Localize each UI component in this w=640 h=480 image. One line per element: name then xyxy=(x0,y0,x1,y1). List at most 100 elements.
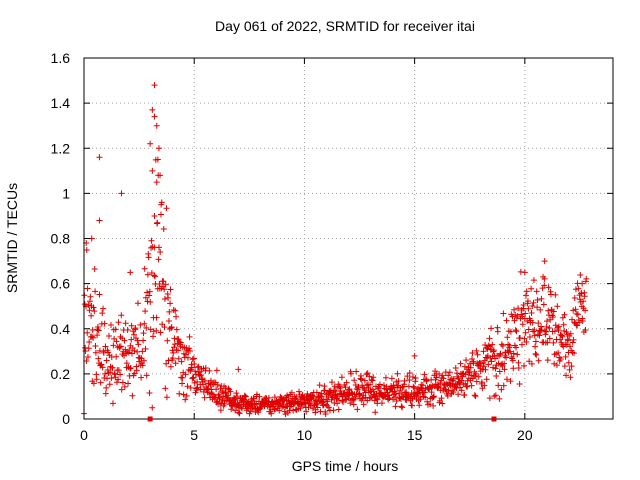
data-point xyxy=(150,333,157,340)
data-point xyxy=(90,304,97,311)
data-point xyxy=(91,308,98,315)
data-point xyxy=(318,393,325,400)
x-tick-label: 0 xyxy=(80,427,88,443)
data-point xyxy=(355,383,362,390)
data-point xyxy=(503,376,510,383)
data-point xyxy=(513,328,520,335)
data-point xyxy=(469,356,476,363)
data-point xyxy=(330,407,337,414)
data-point xyxy=(388,375,395,382)
data-point xyxy=(342,384,349,391)
data-point xyxy=(232,407,239,414)
data-point xyxy=(121,383,128,390)
data-point xyxy=(194,378,201,385)
data-point xyxy=(345,386,352,393)
data-point xyxy=(528,310,535,317)
data-point xyxy=(535,357,542,364)
y-tick-label: 0.8 xyxy=(51,231,71,247)
data-point xyxy=(320,396,327,403)
data-point xyxy=(231,397,238,404)
data-point xyxy=(168,324,175,331)
data-point xyxy=(370,374,377,381)
data-point xyxy=(568,363,575,370)
data-point xyxy=(121,337,128,344)
data-point xyxy=(532,350,539,357)
data-point xyxy=(581,293,588,300)
data-point xyxy=(95,327,102,334)
data-point xyxy=(550,308,557,315)
data-point xyxy=(323,401,330,408)
axis-marker xyxy=(147,416,153,422)
data-point xyxy=(406,370,413,377)
data-point xyxy=(422,394,429,401)
data-point xyxy=(166,308,173,315)
data-point xyxy=(148,237,155,244)
data-point xyxy=(485,361,492,368)
data-point xyxy=(438,395,445,402)
data-point xyxy=(510,365,517,372)
data-point xyxy=(533,351,540,358)
data-point xyxy=(515,359,522,366)
data-point xyxy=(528,360,535,367)
data-point xyxy=(411,384,418,391)
y-tick-label: 0 xyxy=(62,411,70,427)
data-point xyxy=(192,389,199,396)
data-point xyxy=(236,410,243,417)
data-point xyxy=(398,403,405,410)
data-point xyxy=(167,300,174,307)
data-point xyxy=(153,327,160,334)
data-point xyxy=(455,391,462,398)
data-point xyxy=(115,367,122,374)
data-point xyxy=(184,354,191,361)
data-point xyxy=(112,326,119,333)
data-point xyxy=(134,348,141,355)
data-point xyxy=(118,190,125,197)
data-point xyxy=(348,370,355,377)
data-point xyxy=(532,338,539,345)
data-point xyxy=(113,338,120,345)
data-point xyxy=(488,358,495,365)
data-point xyxy=(105,332,112,339)
y-tick-label: 1.6 xyxy=(51,50,71,66)
data-point xyxy=(482,366,489,373)
data-point xyxy=(522,310,529,317)
data-point xyxy=(565,337,572,344)
data-point xyxy=(439,372,446,379)
data-point xyxy=(492,365,499,372)
data-point xyxy=(313,389,320,396)
data-point xyxy=(256,393,263,400)
data-point xyxy=(310,394,317,401)
data-point xyxy=(101,320,108,327)
data-point xyxy=(328,379,335,386)
data-point xyxy=(515,364,522,371)
data-point xyxy=(555,349,562,356)
data-point xyxy=(134,300,141,307)
data-point xyxy=(519,341,526,348)
data-point xyxy=(284,392,291,399)
data-point xyxy=(157,329,164,336)
data-point xyxy=(157,211,164,218)
axis-marker xyxy=(491,416,497,422)
data-point xyxy=(127,365,134,372)
data-point xyxy=(90,334,97,341)
data-point xyxy=(109,364,116,371)
data-point xyxy=(107,369,114,376)
data-point xyxy=(324,398,331,405)
data-point xyxy=(201,394,208,401)
data-point xyxy=(118,386,125,393)
data-point xyxy=(93,376,100,383)
data-point xyxy=(225,385,232,392)
data-point xyxy=(163,360,170,367)
data-point xyxy=(521,335,528,342)
data-point xyxy=(525,305,532,312)
data-point xyxy=(131,347,138,354)
data-point xyxy=(85,345,92,352)
data-point xyxy=(207,377,214,384)
data-point xyxy=(178,380,185,387)
data-point xyxy=(468,372,475,379)
data-point xyxy=(268,410,275,417)
data-point xyxy=(189,356,196,363)
data-point xyxy=(146,288,153,295)
data-point xyxy=(182,371,189,378)
data-point xyxy=(144,271,151,278)
